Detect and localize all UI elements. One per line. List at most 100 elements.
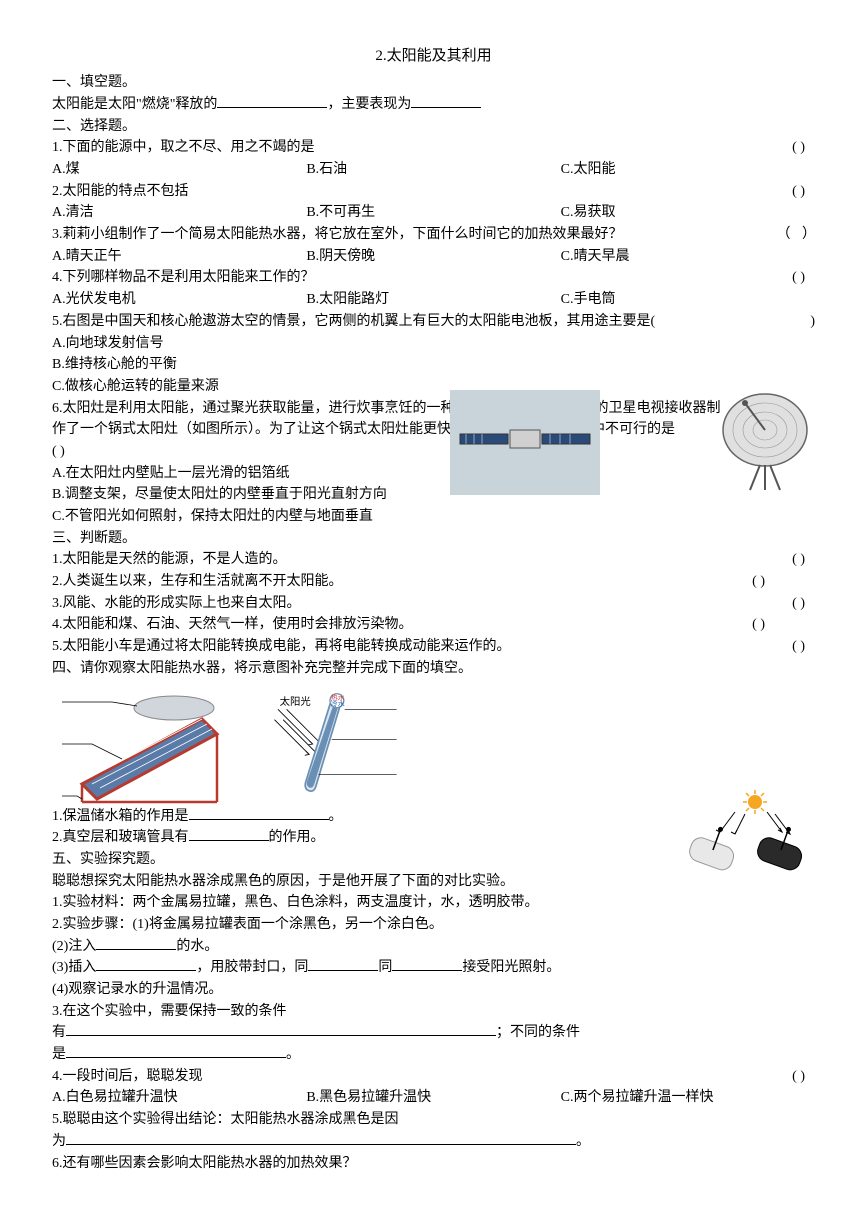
tf-q3: 3.风能、水能的形成实际上也来自太阳。( ) bbox=[52, 593, 815, 615]
s5-l6b: 有 ；不同的条件 bbox=[52, 1022, 815, 1044]
opt-a[interactable]: A.晴天正午 bbox=[52, 246, 306, 268]
mc-q2-text: 2.太阳能的特点不包括 bbox=[52, 184, 189, 199]
s5-l4: (3)插入，用胶带封口，同同接受阳光照射。 bbox=[52, 957, 815, 979]
answer-paren[interactable]: ( ) bbox=[792, 181, 815, 203]
tf-q4: 4.太阳能和煤、石油、天然气一样，使用时会排放污染物。 ( ) bbox=[52, 614, 815, 636]
answer-paren[interactable]: ( ) bbox=[792, 549, 815, 571]
cans-experiment-image bbox=[685, 790, 820, 880]
opt-b[interactable]: B.阴天傍晚 bbox=[306, 246, 560, 268]
mc-q1-opts: A.煤B.石油C.太阳能 bbox=[52, 159, 815, 181]
blank[interactable] bbox=[66, 1044, 286, 1058]
mc-q6-paren[interactable]: ( ) bbox=[52, 441, 815, 463]
answer-paren[interactable]: ( ) bbox=[792, 267, 815, 289]
opt-b[interactable]: B.黑色易拉罐升温快 bbox=[306, 1087, 560, 1109]
s4-q2-end: 的作用。 bbox=[269, 830, 325, 845]
s5-l6b-text: 有 bbox=[52, 1025, 66, 1040]
opt-c[interactable]: C.太阳能 bbox=[561, 159, 815, 181]
tf-q5: 5.太阳能小车是通过将太阳能转换成电能，再将电能转换成动能来运作的。 ( ) bbox=[52, 636, 815, 658]
s4-q2-text: 2.真空层和玻璃管具有 bbox=[52, 830, 189, 845]
mc-q2-opts: A.清洁B.不可再生C.易获取 bbox=[52, 202, 815, 224]
section-2-heading: 二、选择题。 bbox=[52, 116, 815, 138]
opt-b[interactable]: B.不可再生 bbox=[306, 202, 560, 224]
blank[interactable] bbox=[308, 957, 378, 971]
blank[interactable] bbox=[66, 1022, 496, 1036]
blank-1[interactable] bbox=[217, 94, 327, 108]
s5-l6: 3.在这个实验中，需要保持一致的条件 bbox=[52, 1001, 815, 1023]
s5-l9: 6.还有哪些因素会影响太阳能热水器的加热效果？ bbox=[52, 1153, 815, 1175]
answer-paren[interactable]: （ ） bbox=[777, 224, 816, 246]
s5-l4d: 接受阳光照射。 bbox=[462, 960, 560, 975]
s5-l5: (4)观察记录水的升温情况。 bbox=[52, 979, 815, 1001]
tf-q1: 1.太阳能是天然的能源，不是人造的。( ) bbox=[52, 549, 815, 571]
opt-c[interactable]: C.两个易拉罐升温一样快 bbox=[561, 1087, 815, 1109]
opt-c[interactable]: C.手电筒 bbox=[561, 289, 815, 311]
blank[interactable] bbox=[96, 957, 196, 971]
s4-q1-text: 1.保温储水箱的作用是 bbox=[52, 809, 189, 824]
answer-paren[interactable]: ( ) bbox=[792, 1066, 815, 1088]
s5-l8a: 5.聪聪由这个实验得出结论：太阳能热水器涂成黑色是因 bbox=[52, 1109, 815, 1131]
tf-q4-text: 4.太阳能和煤、石油、天然气一样，使用时会排放污染物。 bbox=[52, 617, 413, 632]
mc-q5: 5.右图是中国天和核心舱遨游太空的情景，它两侧的机翼上有巨大的太阳能电池板，其用… bbox=[52, 311, 815, 333]
s5-l8b-text: 为 bbox=[52, 1134, 66, 1149]
s5-l6e: 。 bbox=[286, 1047, 300, 1062]
opt-b[interactable]: B.太阳能路灯 bbox=[306, 289, 560, 311]
mc-q4: 4.下列哪样物品不是利用太阳能来工作的？ ( ) bbox=[52, 267, 815, 289]
opt-c[interactable]: C.晴天早晨 bbox=[561, 246, 815, 268]
s5-l1: 1.实验材料：两个金属易拉罐，黑色、白色涂料，两支温度计，水，透明胶带。 bbox=[52, 892, 815, 914]
section-4-heading: 四、请你观察太阳能热水器，将示意图补充完整并完成下面的填空。 bbox=[52, 658, 815, 680]
section-3-heading: 三、判断题。 bbox=[52, 528, 815, 550]
page-title: 2.太阳能及其利用 bbox=[52, 45, 815, 68]
mc-q6-opt-b[interactable]: B.调整支架，尽量使太阳灶的内壁垂直于阳光直射方向 bbox=[52, 484, 815, 506]
mc-q3-text: 3.莉莉小组制作了一个简易太阳能热水器，将它放在室外，下面什么时间它的加热效果最… bbox=[52, 227, 623, 242]
fill-blank-q1: 太阳能是太阳"燃烧"释放的，主要表现为 bbox=[52, 94, 815, 116]
solar-heater-diagram bbox=[52, 684, 242, 804]
blank-2[interactable] bbox=[411, 94, 481, 108]
mc-q5-opt-b[interactable]: B.维持核心舱的平衡 bbox=[52, 354, 815, 376]
sunlight-label: 太阳光 bbox=[279, 695, 310, 708]
s5-l8c: 。 bbox=[576, 1134, 590, 1149]
mc-q6-opt-a[interactable]: A.在太阳灶内壁贴上一层光滑的铝箔纸 bbox=[52, 463, 815, 485]
blank[interactable] bbox=[66, 1131, 576, 1145]
mc-q5-opt-a[interactable]: A.向地球发射信号 bbox=[52, 333, 815, 355]
answer-paren[interactable]: ( ) bbox=[792, 593, 815, 615]
s5-l6d-text: 是 bbox=[52, 1047, 66, 1062]
answer-paren[interactable]: ( ) bbox=[792, 636, 815, 658]
q1-text-b: ，主要表现为 bbox=[327, 97, 411, 112]
s5-l7-text: 4.一段时间后，聪聪发现 bbox=[52, 1069, 203, 1084]
section-1-heading: 一、填空题。 bbox=[52, 72, 815, 94]
s5-l4a: (3)插入 bbox=[52, 960, 96, 975]
opt-c[interactable]: C.易获取 bbox=[561, 202, 815, 224]
answer-paren[interactable]: ( ) bbox=[792, 137, 815, 159]
mc-q5-text: 5.右图是中国天和核心舱遨游太空的情景，它两侧的机翼上有巨大的太阳能电池板，其用… bbox=[52, 314, 655, 329]
mc-q6-opt-c[interactable]: C.不管阳光如何照射，保持太阳灶的内壁与地面垂直 bbox=[52, 506, 815, 528]
dish-image bbox=[715, 385, 815, 495]
answer-paren-close[interactable]: ) bbox=[810, 311, 815, 333]
tf-q2: 2.人类诞生以来，生存和生活就离不开太阳能。 ( ) bbox=[52, 571, 815, 593]
blank[interactable] bbox=[392, 957, 462, 971]
tf-q5-text: 5.太阳能小车是通过将太阳能转换成电能，再将电能转换成动能来运作的。 bbox=[52, 639, 511, 654]
opt-a[interactable]: A.煤 bbox=[52, 159, 306, 181]
vacuum-tube-diagram: 太阳光 热水 冷水 bbox=[271, 684, 401, 804]
mc-q1: 1.下面的能源中，取之不尽、用之不竭的是 ( ) bbox=[52, 137, 815, 159]
opt-a[interactable]: A.光伏发电机 bbox=[52, 289, 306, 311]
opt-a[interactable]: A.清洁 bbox=[52, 202, 306, 224]
blank[interactable] bbox=[189, 806, 329, 820]
s4-q1-end: 。 bbox=[329, 809, 343, 824]
blank[interactable] bbox=[189, 827, 269, 841]
mc-q5-opt-c[interactable]: C.做核心舱运转的能量来源 bbox=[52, 376, 815, 398]
mc-q3: 3.莉莉小组制作了一个简易太阳能热水器，将它放在室外，下面什么时间它的加热效果最… bbox=[52, 224, 815, 246]
mc-q4-text: 4.下列哪样物品不是利用太阳能来工作的？ bbox=[52, 270, 315, 285]
s5-l6c: ；不同的条件 bbox=[496, 1025, 580, 1040]
tf-q2-text: 2.人类诞生以来，生存和生活就离不开太阳能。 bbox=[52, 574, 343, 589]
blank[interactable] bbox=[96, 936, 176, 950]
opt-b[interactable]: B.石油 bbox=[306, 159, 560, 181]
answer-paren[interactable]: ( ) bbox=[752, 571, 815, 593]
mc-q1-text: 1.下面的能源中，取之不尽、用之不竭的是 bbox=[52, 140, 315, 155]
answer-paren[interactable]: ( ) bbox=[752, 614, 815, 636]
svg-text:冷水: 冷水 bbox=[330, 698, 344, 707]
s5-l6d: 是。 bbox=[52, 1044, 815, 1066]
s5-l4c: 同 bbox=[378, 960, 392, 975]
opt-a[interactable]: A.白色易拉罐升温快 bbox=[52, 1087, 306, 1109]
s5-l7: 4.一段时间后，聪聪发现 ( ) bbox=[52, 1066, 815, 1088]
mc-q6-line2: 作了一个锅式太阳灶（如图所示）。为了让这个锅式太阳灶能更快地加热食物，下列做法中… bbox=[52, 419, 815, 441]
